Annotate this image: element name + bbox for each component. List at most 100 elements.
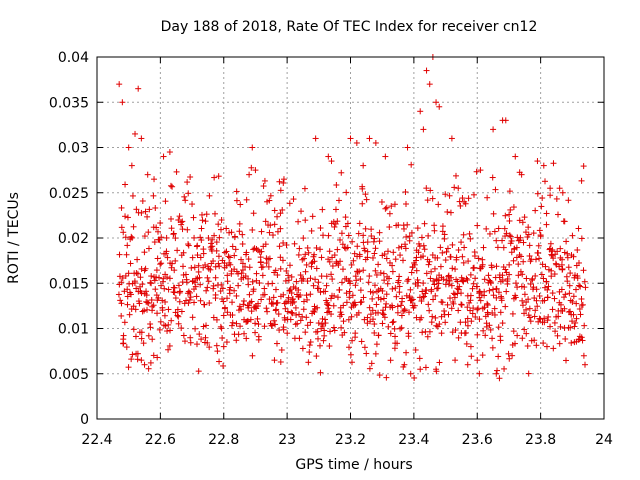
data-point	[339, 266, 346, 273]
data-point	[532, 307, 539, 314]
data-point	[130, 303, 137, 310]
data-point	[206, 300, 213, 307]
data-point	[578, 334, 585, 341]
data-point	[532, 207, 539, 214]
data-point	[348, 261, 355, 268]
x-tick-label: 23	[278, 432, 296, 448]
data-point	[561, 305, 568, 312]
data-point	[491, 228, 498, 235]
data-point	[386, 210, 393, 217]
data-point	[472, 275, 479, 282]
data-point	[211, 232, 218, 239]
data-point	[317, 225, 324, 232]
data-point	[530, 230, 537, 237]
data-point	[543, 210, 550, 217]
data-point	[212, 274, 219, 281]
data-point	[273, 306, 280, 313]
data-point	[464, 322, 471, 329]
data-point	[498, 295, 505, 302]
data-point	[326, 248, 333, 255]
data-point	[166, 149, 173, 156]
data-point	[373, 341, 380, 348]
data-point	[186, 296, 193, 303]
data-point	[510, 257, 517, 264]
data-point	[317, 289, 324, 296]
data-point	[259, 263, 266, 270]
data-point	[482, 332, 489, 339]
data-point	[395, 222, 402, 229]
data-point	[185, 190, 192, 197]
data-point	[136, 300, 143, 307]
data-point	[156, 326, 163, 333]
data-point	[231, 234, 238, 241]
data-point	[147, 324, 154, 331]
data-point	[191, 234, 198, 241]
data-point	[266, 296, 273, 303]
data-point	[224, 278, 231, 285]
data-point	[154, 228, 161, 235]
data-point	[502, 212, 509, 219]
data-point	[448, 274, 455, 281]
data-point	[520, 258, 527, 265]
data-point	[186, 289, 193, 296]
data-point	[336, 197, 343, 204]
data-point	[338, 324, 345, 331]
data-point	[213, 239, 220, 246]
data-point	[135, 85, 142, 92]
data-point	[205, 235, 212, 242]
data-point	[147, 279, 154, 286]
data-point	[340, 302, 347, 309]
data-point	[559, 256, 566, 263]
data-point	[387, 357, 394, 364]
data-point	[356, 268, 363, 275]
data-point	[570, 311, 577, 318]
data-point	[195, 268, 202, 275]
data-point	[375, 261, 382, 268]
data-point	[425, 301, 432, 308]
data-point	[428, 319, 435, 326]
data-point	[421, 220, 428, 227]
data-point	[321, 332, 328, 339]
data-point	[249, 226, 256, 233]
data-point	[408, 269, 415, 276]
data-point	[558, 286, 565, 293]
data-point	[426, 307, 433, 314]
data-point	[353, 277, 360, 284]
data-point	[353, 139, 360, 146]
data-point	[159, 304, 166, 311]
data-point	[480, 244, 487, 251]
data-point	[380, 270, 387, 277]
data-point	[142, 265, 149, 272]
data-point	[116, 251, 123, 258]
data-point	[358, 298, 365, 305]
data-point	[145, 365, 152, 372]
data-point	[132, 333, 139, 340]
data-point	[221, 304, 228, 311]
data-point	[348, 359, 355, 366]
data-point	[521, 310, 528, 317]
data-point	[514, 284, 521, 291]
data-point	[398, 243, 405, 250]
y-tick-label: 0.02	[58, 231, 89, 247]
axis-ticks	[96, 56, 605, 420]
data-point	[457, 202, 464, 209]
data-point	[363, 350, 370, 357]
data-point	[430, 278, 437, 285]
data-point	[133, 206, 140, 213]
data-point	[120, 229, 127, 236]
data-point	[502, 117, 509, 124]
data-point	[521, 326, 528, 333]
data-point	[490, 210, 497, 217]
data-point	[213, 247, 220, 254]
data-point	[166, 342, 173, 349]
data-point	[521, 284, 528, 291]
data-point	[467, 235, 474, 242]
data-point	[384, 280, 391, 287]
data-point	[350, 257, 357, 264]
data-point	[215, 173, 222, 180]
data-point	[459, 195, 466, 202]
data-point	[252, 304, 259, 311]
data-point	[381, 314, 388, 321]
data-point	[448, 135, 455, 142]
data-point	[368, 360, 375, 367]
